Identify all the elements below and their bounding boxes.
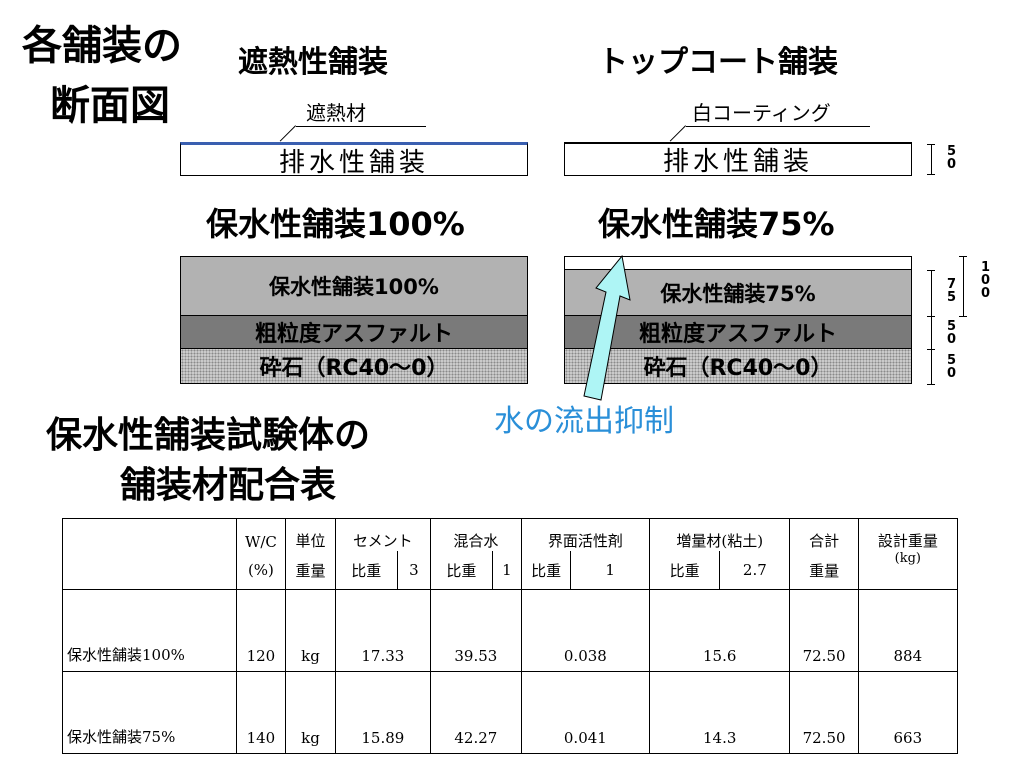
cell-wc: 140 (235, 671, 287, 754)
coarse-asphalt-layer-left: 粗粒度アスファルト (180, 315, 528, 349)
mix-table-title-line2: 舗装材配合表 (120, 465, 337, 506)
cell-extender: 15.6 (648, 589, 791, 672)
white-coating-label: 白コーティング (692, 101, 831, 125)
mix-table-title-line1: 保水性舗装試験体の (46, 415, 371, 456)
cell-water: 39.53 (429, 589, 522, 672)
table-corner-cell (62, 518, 237, 590)
cell-design: 663 (857, 671, 959, 754)
table-header-row: W/C 単位 セメント 混合水 界面活性剤 増量材(粘土) 合計 設計重量 (62, 518, 959, 590)
subheader-cement-sg-value: 3 (396, 551, 431, 590)
wr75-title: 保水性舗装75% (598, 205, 835, 243)
header-mix-water: 混合水 (429, 518, 522, 551)
cell-water: 42.27 (429, 671, 522, 754)
heat-shield-leader-diag (279, 125, 296, 142)
heat-shield-material-label: 遮熱材 (306, 101, 366, 125)
coarse-asphalt-layer-right: 粗粒度アスファルト (564, 315, 912, 349)
header-cement: セメント (334, 518, 431, 551)
subheader-ext-sg: 比重 (648, 551, 720, 590)
cell-cement: 15.89 (334, 671, 431, 754)
crushed-stone-layer-right: 砕石（RC40～0） (564, 348, 912, 384)
row-name: 保水性舗装100% (62, 589, 237, 672)
wr100-layer: 保水性舗装100% (180, 256, 528, 316)
white-coating-leader-diag (669, 125, 686, 142)
water-outflow-label: 水の流出抑制 (494, 404, 674, 439)
top-coat-title: トップコート舗装 (598, 45, 838, 80)
header-surfactant: 界面活性剤 (520, 518, 650, 551)
wr75-layer: 保水性舗装75% (564, 269, 912, 316)
header-extender: 増量材(粘土) (648, 518, 791, 551)
subheader-wc-unit: (%) (235, 551, 287, 590)
cell-unit: kg (285, 671, 336, 754)
subheader-total-weight: 重量 (789, 551, 859, 590)
cross-section-title-line1: 各舗装の (22, 23, 182, 69)
subheader-ext-sg-value: 2.7 (719, 551, 791, 590)
cell-wc: 120 (235, 589, 287, 672)
subheader-design-unit: (kg) (857, 551, 959, 590)
cross-section-title-line2: 断面図 (50, 83, 170, 129)
cell-surfactant: 0.041 (520, 671, 650, 754)
table-row: 保水性舗装75% 140 kg 15.89 42.27 0.041 14.3 7… (62, 671, 959, 754)
header-design-weight: 設計重量 (857, 518, 959, 551)
cell-extender: 14.3 (648, 671, 791, 754)
header-wc: W/C (235, 518, 287, 551)
subheader-water-sg: 比重 (429, 551, 493, 590)
wr75-empty-top-layer (564, 256, 912, 270)
cell-cement: 17.33 (334, 589, 431, 672)
subheader-cement-sg: 比重 (334, 551, 398, 590)
heat-shield-title: 遮熱性舗装 (238, 45, 388, 80)
mix-table: W/C 単位 セメント 混合水 界面活性剤 増量材(粘土) 合計 設計重量 (%… (62, 518, 959, 754)
header-total: 合計 (789, 518, 859, 551)
cell-total: 72.50 (789, 671, 859, 754)
cell-total: 72.50 (789, 589, 859, 672)
table-row: 保水性舗装100% 120 kg 17.33 39.53 0.038 15.6 … (62, 589, 959, 672)
cell-surfactant: 0.038 (520, 589, 650, 672)
cell-unit: kg (285, 589, 336, 672)
cell-design: 884 (857, 589, 959, 672)
row-name: 保水性舗装75% (62, 671, 237, 754)
subheader-unit-weight: 重量 (285, 551, 336, 590)
table-subheader-row: (%) 重量 比重 3 比重 1 比重 1 比重 2.7 重量 (kg) (63, 551, 959, 590)
wr100-title: 保水性舗装100% (206, 205, 465, 243)
subheader-surf-sg: 比重 (520, 551, 571, 590)
subheader-water-sg-value: 1 (491, 551, 522, 590)
white-coating-leader (686, 126, 870, 127)
drainage-layer-heat-shield: 排水性舗装 (180, 142, 528, 178)
heat-shield-leader (296, 126, 426, 127)
header-unit: 単位 (285, 518, 336, 551)
subheader-surf-sg-value: 1 (570, 551, 650, 590)
drainage-layer-top-coat: 排水性舗装 (564, 142, 912, 177)
crushed-stone-layer-left: 砕石（RC40～0） (180, 348, 528, 384)
